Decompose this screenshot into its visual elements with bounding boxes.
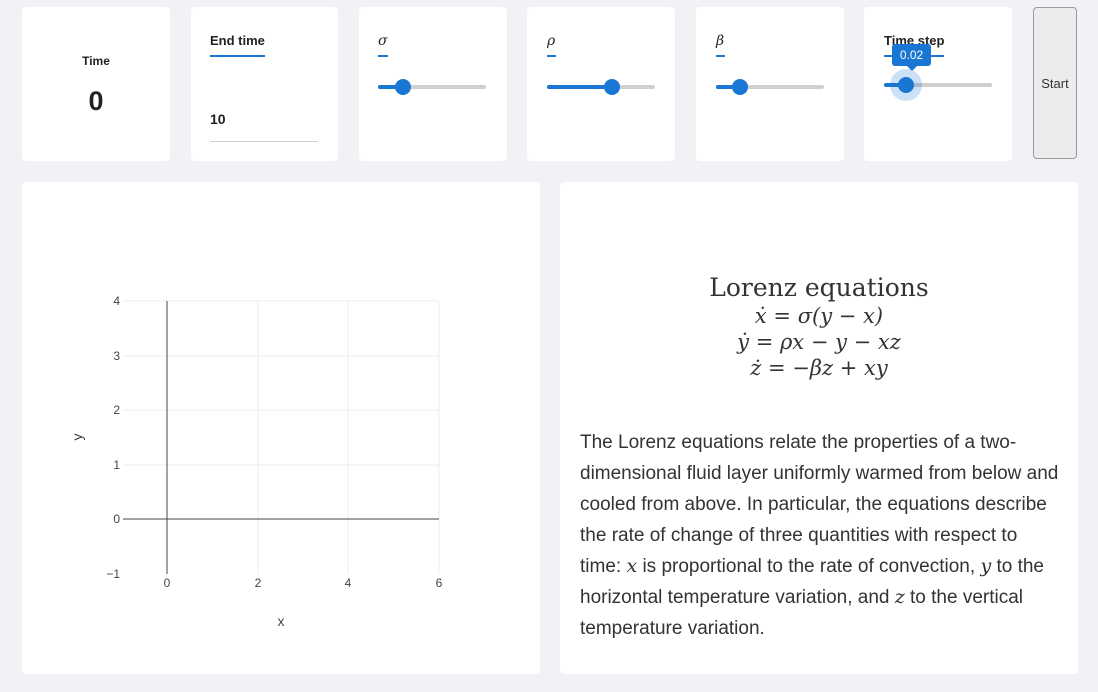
- rho-label: ρ: [547, 33, 556, 49]
- x-axis-label: x: [278, 613, 285, 629]
- beta-slider-track: [716, 85, 740, 89]
- description-text: to the horizontal temperature variation,…: [580, 556, 1044, 608]
- x-tick-label: 6: [436, 576, 443, 590]
- y-tick-label: 3: [113, 349, 120, 363]
- time-step-value-tooltip: 0.02: [892, 44, 931, 71]
- start-button-label: Start: [1041, 75, 1069, 91]
- beta-slider-rail[interactable]: [716, 85, 824, 89]
- rho-slider-track: [547, 85, 612, 89]
- lorenz-equations: Lorenz equations ẋ = σ(y − x) ẏ = ρx − y…: [560, 273, 1078, 380]
- description-text: to the vertical temperature variation.: [580, 587, 1024, 639]
- description-text: is proportional to the rate of convectio…: [637, 556, 981, 577]
- sigma-label: σ: [378, 33, 388, 49]
- end-time-input[interactable]: 10: [210, 111, 318, 142]
- sigma-slider-track: [378, 85, 403, 89]
- beta-label-underline: [716, 55, 725, 57]
- end-time-label-underline: [210, 55, 265, 57]
- rho-slider-thumb[interactable]: [604, 79, 620, 95]
- variable-y: y: [980, 555, 992, 577]
- sigma-slider-thumb[interactable]: [395, 79, 411, 95]
- variable-z: z: [894, 586, 905, 608]
- rho-card: ρ: [527, 7, 675, 161]
- xy-plot[interactable]: 4 3 2 1 0 −1 0 2 4 6 x y: [22, 182, 540, 674]
- beta-slider-thumb[interactable]: [732, 79, 748, 95]
- y-tick-label: 2: [113, 403, 120, 417]
- y-tick-label: 0: [113, 512, 120, 526]
- time-step-slider-thumb[interactable]: [898, 77, 914, 93]
- y-tick-label: 4: [113, 294, 120, 308]
- equations-title: Lorenz equations: [709, 273, 929, 302]
- equation-z: ż = −βz + xy: [750, 356, 888, 380]
- end-time-value: 10: [210, 111, 226, 127]
- equation-y: ẏ = ρx − y − xz: [737, 330, 901, 354]
- sigma-label-underline: [378, 55, 388, 57]
- x-tick-label: 4: [345, 576, 352, 590]
- y-axis-label: y: [69, 434, 85, 441]
- plot-card: 4 3 2 1 0 −1 0 2 4 6 x y: [22, 182, 540, 674]
- time-card: Time 0: [22, 7, 170, 161]
- time-value: 0: [88, 86, 104, 116]
- time-step-slider-track: [884, 83, 906, 87]
- time-label: Time: [82, 54, 110, 68]
- sigma-slider-rail[interactable]: [378, 85, 486, 89]
- x-tick-label: 2: [255, 576, 262, 590]
- description-text: The Lorenz equations relate the properti…: [580, 432, 1059, 577]
- time-step-slider-rail[interactable]: [884, 83, 992, 87]
- beta-card: β: [696, 7, 844, 161]
- equation-x: ẋ = σ(y − x): [754, 304, 884, 328]
- grid-lines: [123, 300, 440, 574]
- end-time-card: End time 10: [191, 7, 338, 161]
- variable-x: x: [626, 555, 638, 577]
- time-step-card: Time step 0.02: [864, 7, 1012, 161]
- description-paragraph: The Lorenz equations relate the properti…: [580, 427, 1060, 644]
- sigma-card: σ: [359, 7, 507, 161]
- beta-label: β: [716, 33, 725, 49]
- info-card: [560, 182, 1078, 674]
- rho-label-underline: [547, 55, 556, 57]
- start-button[interactable]: Start: [1033, 7, 1077, 159]
- end-time-label: End time: [210, 33, 265, 48]
- x-tick-label: 0: [164, 576, 171, 590]
- y-tick-label: −1: [106, 567, 120, 581]
- y-tick-label: 1: [113, 458, 120, 472]
